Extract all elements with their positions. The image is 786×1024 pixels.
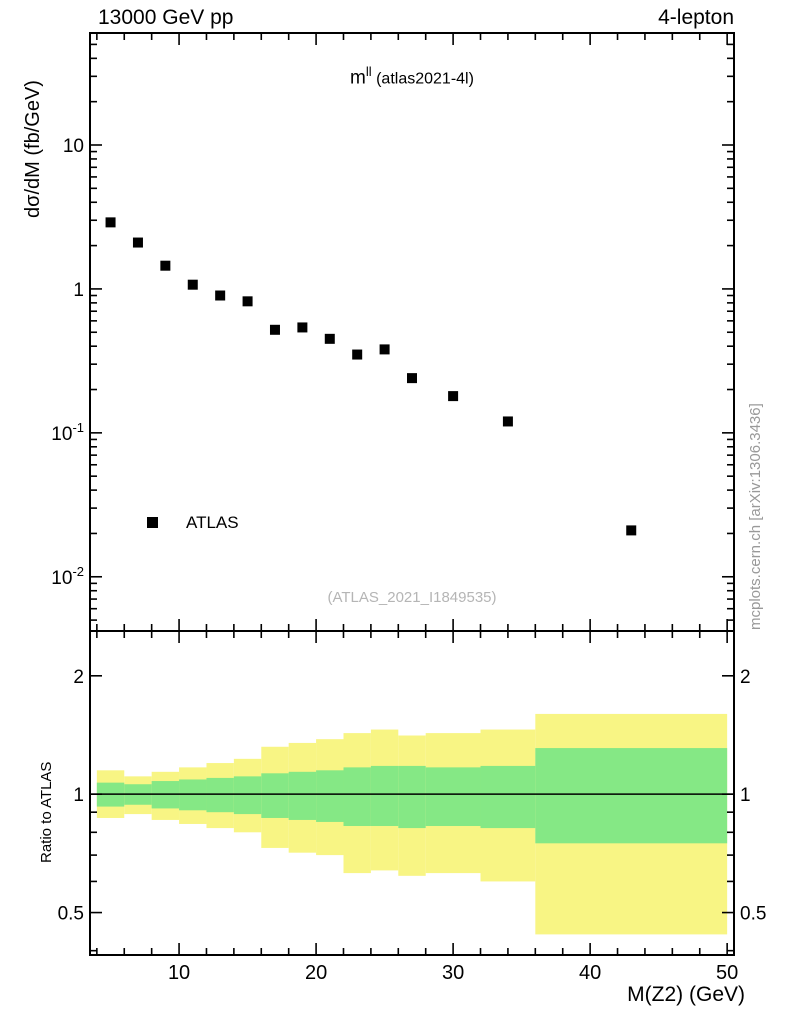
ratio-inner-band-bin — [343, 767, 371, 827]
observable-title: mll (atlas2021-4l) — [90, 64, 734, 89]
ratio-y-tick-label-right: 1 — [740, 785, 751, 806]
ratio-inner-band-bin — [535, 748, 728, 844]
y-tick-label: 10-1 — [51, 420, 84, 445]
ratio-inner-band-bin — [370, 765, 399, 827]
ratio-inner-band-bin — [316, 770, 344, 822]
ratio-inner-band-bin — [398, 765, 426, 829]
analysis-id-watermark: (ATLAS_2021_I1849535) — [327, 589, 497, 606]
ratio-inner-band-bin — [206, 777, 234, 813]
data-point — [448, 391, 459, 402]
ratio-y-tick-label-right: 0.5 — [740, 904, 766, 925]
ratio-y-tick-label-right: 2 — [740, 667, 751, 688]
ratio-inner-band-bin — [425, 767, 481, 827]
y-tick-label: 1 — [73, 280, 84, 301]
x-tick-label: 10 — [168, 962, 190, 984]
ratio-y-tick-label-left: 1 — [73, 785, 84, 806]
data-point — [379, 344, 390, 355]
data-point — [324, 333, 335, 344]
x-tick-label: 30 — [442, 962, 464, 984]
data-point — [187, 279, 198, 290]
data-point — [269, 324, 280, 335]
ratio-inner-band-bin — [261, 773, 289, 818]
ratio-panel-frame — [89, 630, 735, 956]
observable-symbol: m — [350, 67, 366, 89]
analysis-group-label: 4-lepton — [658, 6, 734, 29]
legend-atlas-label: ATLAS — [186, 513, 239, 532]
legend-atlas-marker-icon — [147, 517, 158, 528]
y-tick-label: 10-2 — [51, 564, 84, 589]
data-point — [105, 217, 116, 228]
beam-energy-label: 13000 GeV pp — [98, 6, 234, 29]
x-tick-label: 20 — [305, 962, 327, 984]
ratio-inner-band-bin — [233, 776, 262, 815]
data-point — [297, 322, 308, 333]
data-point — [132, 237, 143, 248]
data-point — [502, 416, 513, 427]
data-point — [160, 260, 171, 271]
data-point — [626, 525, 637, 536]
main-panel-frame — [89, 32, 735, 632]
x-tick-label: 40 — [579, 962, 601, 984]
data-point — [242, 296, 253, 307]
ratio-y-axis-title: Ratio to ATLAS — [38, 761, 55, 863]
x-tick-label: 50 — [716, 962, 738, 984]
y-tick-label: 10 — [63, 136, 84, 157]
ratio-inner-band-bin — [480, 765, 536, 829]
ratio-inner-band-bin — [288, 771, 317, 820]
data-point — [215, 290, 226, 301]
x-axis-title: M(Z2) (GeV) — [627, 983, 745, 1006]
data-point — [407, 373, 417, 384]
observable-analysis-tag: (atlas2021-4l) — [371, 70, 474, 88]
mcplots-arxiv-note: mcplots.cern.ch [arXiv:1306.3436] — [747, 403, 764, 630]
main-y-axis-title: dσ/dM (fb/GeV) — [22, 80, 44, 218]
data-point — [352, 349, 363, 360]
observable-superscript: ll — [365, 64, 372, 79]
ratio-y-tick-label-left: 2 — [73, 667, 84, 688]
ratio-y-tick-label-left: 0.5 — [58, 904, 84, 925]
